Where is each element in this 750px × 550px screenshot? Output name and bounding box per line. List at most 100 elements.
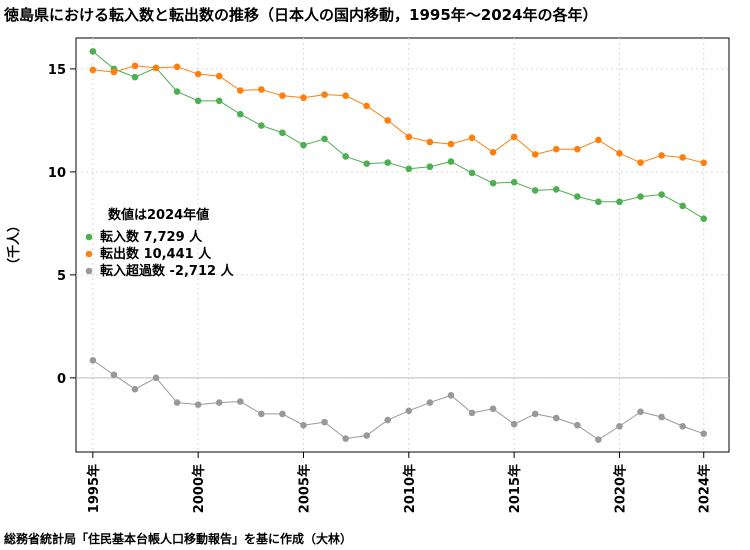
- data-point: [679, 422, 686, 430]
- y-tick-label: 5: [57, 269, 66, 284]
- legend-marker: [85, 267, 93, 275]
- data-point: [405, 407, 413, 415]
- data-point: [363, 160, 370, 167]
- legend-entry: 転入数 7,729 人: [100, 229, 203, 245]
- data-point: [131, 73, 139, 81]
- x-axis: 1995年 2000年 2005年 2010年 2015年 2020年 2024年: [86, 452, 713, 513]
- series-line: [92, 51, 704, 220]
- data-point: [405, 133, 413, 141]
- x-tick-label: 1995年: [86, 464, 102, 513]
- data-point: [658, 191, 665, 198]
- series-line: [92, 65, 704, 164]
- data-point: [89, 66, 97, 74]
- data-point: [384, 117, 392, 124]
- data-point: [468, 169, 476, 177]
- data-point: [447, 140, 455, 148]
- series-2: [89, 62, 708, 167]
- legend-entry: 転入超過数 -2,712 人: [100, 263, 235, 279]
- data-point: [616, 422, 623, 430]
- data-point: [279, 92, 286, 99]
- data-point: [405, 165, 413, 173]
- data-point: [110, 68, 118, 76]
- data-point: [89, 357, 97, 364]
- legend-marker: [85, 250, 93, 258]
- data-point: [679, 154, 686, 161]
- data-point: [237, 398, 244, 405]
- data-point: [152, 64, 160, 72]
- data-point: [426, 138, 434, 146]
- data-point: [489, 405, 497, 413]
- legend-marker: [85, 233, 93, 241]
- series-3: [89, 357, 708, 443]
- x-tick-label: 2024年: [697, 464, 713, 513]
- data-point: [616, 198, 623, 206]
- x-tick-label: 2000年: [191, 464, 207, 513]
- legend-title: 数値は2024年値: [108, 207, 209, 223]
- data-point: [637, 408, 644, 416]
- data-point: [595, 198, 602, 206]
- chart-title: 徳島県における転入数と転出数の推移（日本人の国内移動，1995年～2024年の各…: [4, 6, 598, 24]
- data-point: [510, 133, 518, 141]
- data-point: [531, 151, 539, 158]
- series-line: [92, 359, 704, 441]
- data-point: [384, 416, 392, 424]
- data-point: [215, 72, 223, 80]
- data-point: [447, 158, 455, 165]
- data-point: [321, 135, 328, 143]
- data-point: [552, 186, 560, 193]
- data-point: [552, 145, 560, 153]
- data-point: [258, 122, 265, 129]
- data-point: [89, 48, 97, 55]
- data-point: [173, 63, 181, 71]
- data-point: [637, 159, 644, 166]
- data-point: [658, 413, 665, 421]
- data-point: [258, 410, 265, 418]
- x-tick-label: 2020年: [612, 464, 628, 513]
- data-point: [300, 141, 307, 149]
- data-point: [173, 399, 181, 406]
- data-point: [258, 86, 265, 93]
- data-point: [279, 129, 286, 137]
- data-point: [342, 435, 349, 442]
- data-point: [616, 150, 623, 157]
- source-note: 総務省統計局「住民基本台帳人口移動報告」を基に作成（大林）: [4, 532, 353, 546]
- data-point: [531, 410, 539, 418]
- data-point: [194, 401, 202, 408]
- data-point: [574, 145, 581, 153]
- legend-entry: 転出数 10,441 人: [100, 246, 212, 262]
- data-point: [194, 70, 202, 78]
- data-point: [237, 87, 244, 94]
- data-point: [194, 97, 202, 105]
- x-tick-label: 2010年: [402, 464, 418, 513]
- data-point: [489, 179, 497, 187]
- data-point: [300, 421, 307, 429]
- data-point: [131, 385, 139, 393]
- data-point: [447, 392, 455, 399]
- x-tick-label: 2015年: [507, 464, 523, 513]
- data-point: [468, 409, 476, 417]
- data-point: [300, 94, 307, 102]
- data-point: [679, 202, 686, 210]
- data-point: [363, 102, 370, 110]
- y-tick-label: 0: [57, 372, 66, 387]
- data-point: [426, 163, 434, 171]
- data-point: [384, 159, 392, 166]
- data-point: [152, 374, 160, 382]
- data-point: [279, 410, 286, 418]
- data-point: [489, 149, 497, 156]
- data-point: [510, 178, 518, 186]
- data-point: [700, 430, 708, 438]
- data-point: [321, 418, 328, 426]
- grid-lines: [76, 38, 729, 452]
- data-point: [173, 88, 181, 95]
- data-point: [342, 153, 349, 160]
- data-point: [215, 399, 223, 406]
- data-point: [595, 136, 602, 144]
- x-tick-label: 2005年: [296, 464, 312, 513]
- data-point: [426, 399, 434, 406]
- data-point: [574, 193, 581, 200]
- data-point: [237, 110, 244, 118]
- data-point: [574, 421, 581, 429]
